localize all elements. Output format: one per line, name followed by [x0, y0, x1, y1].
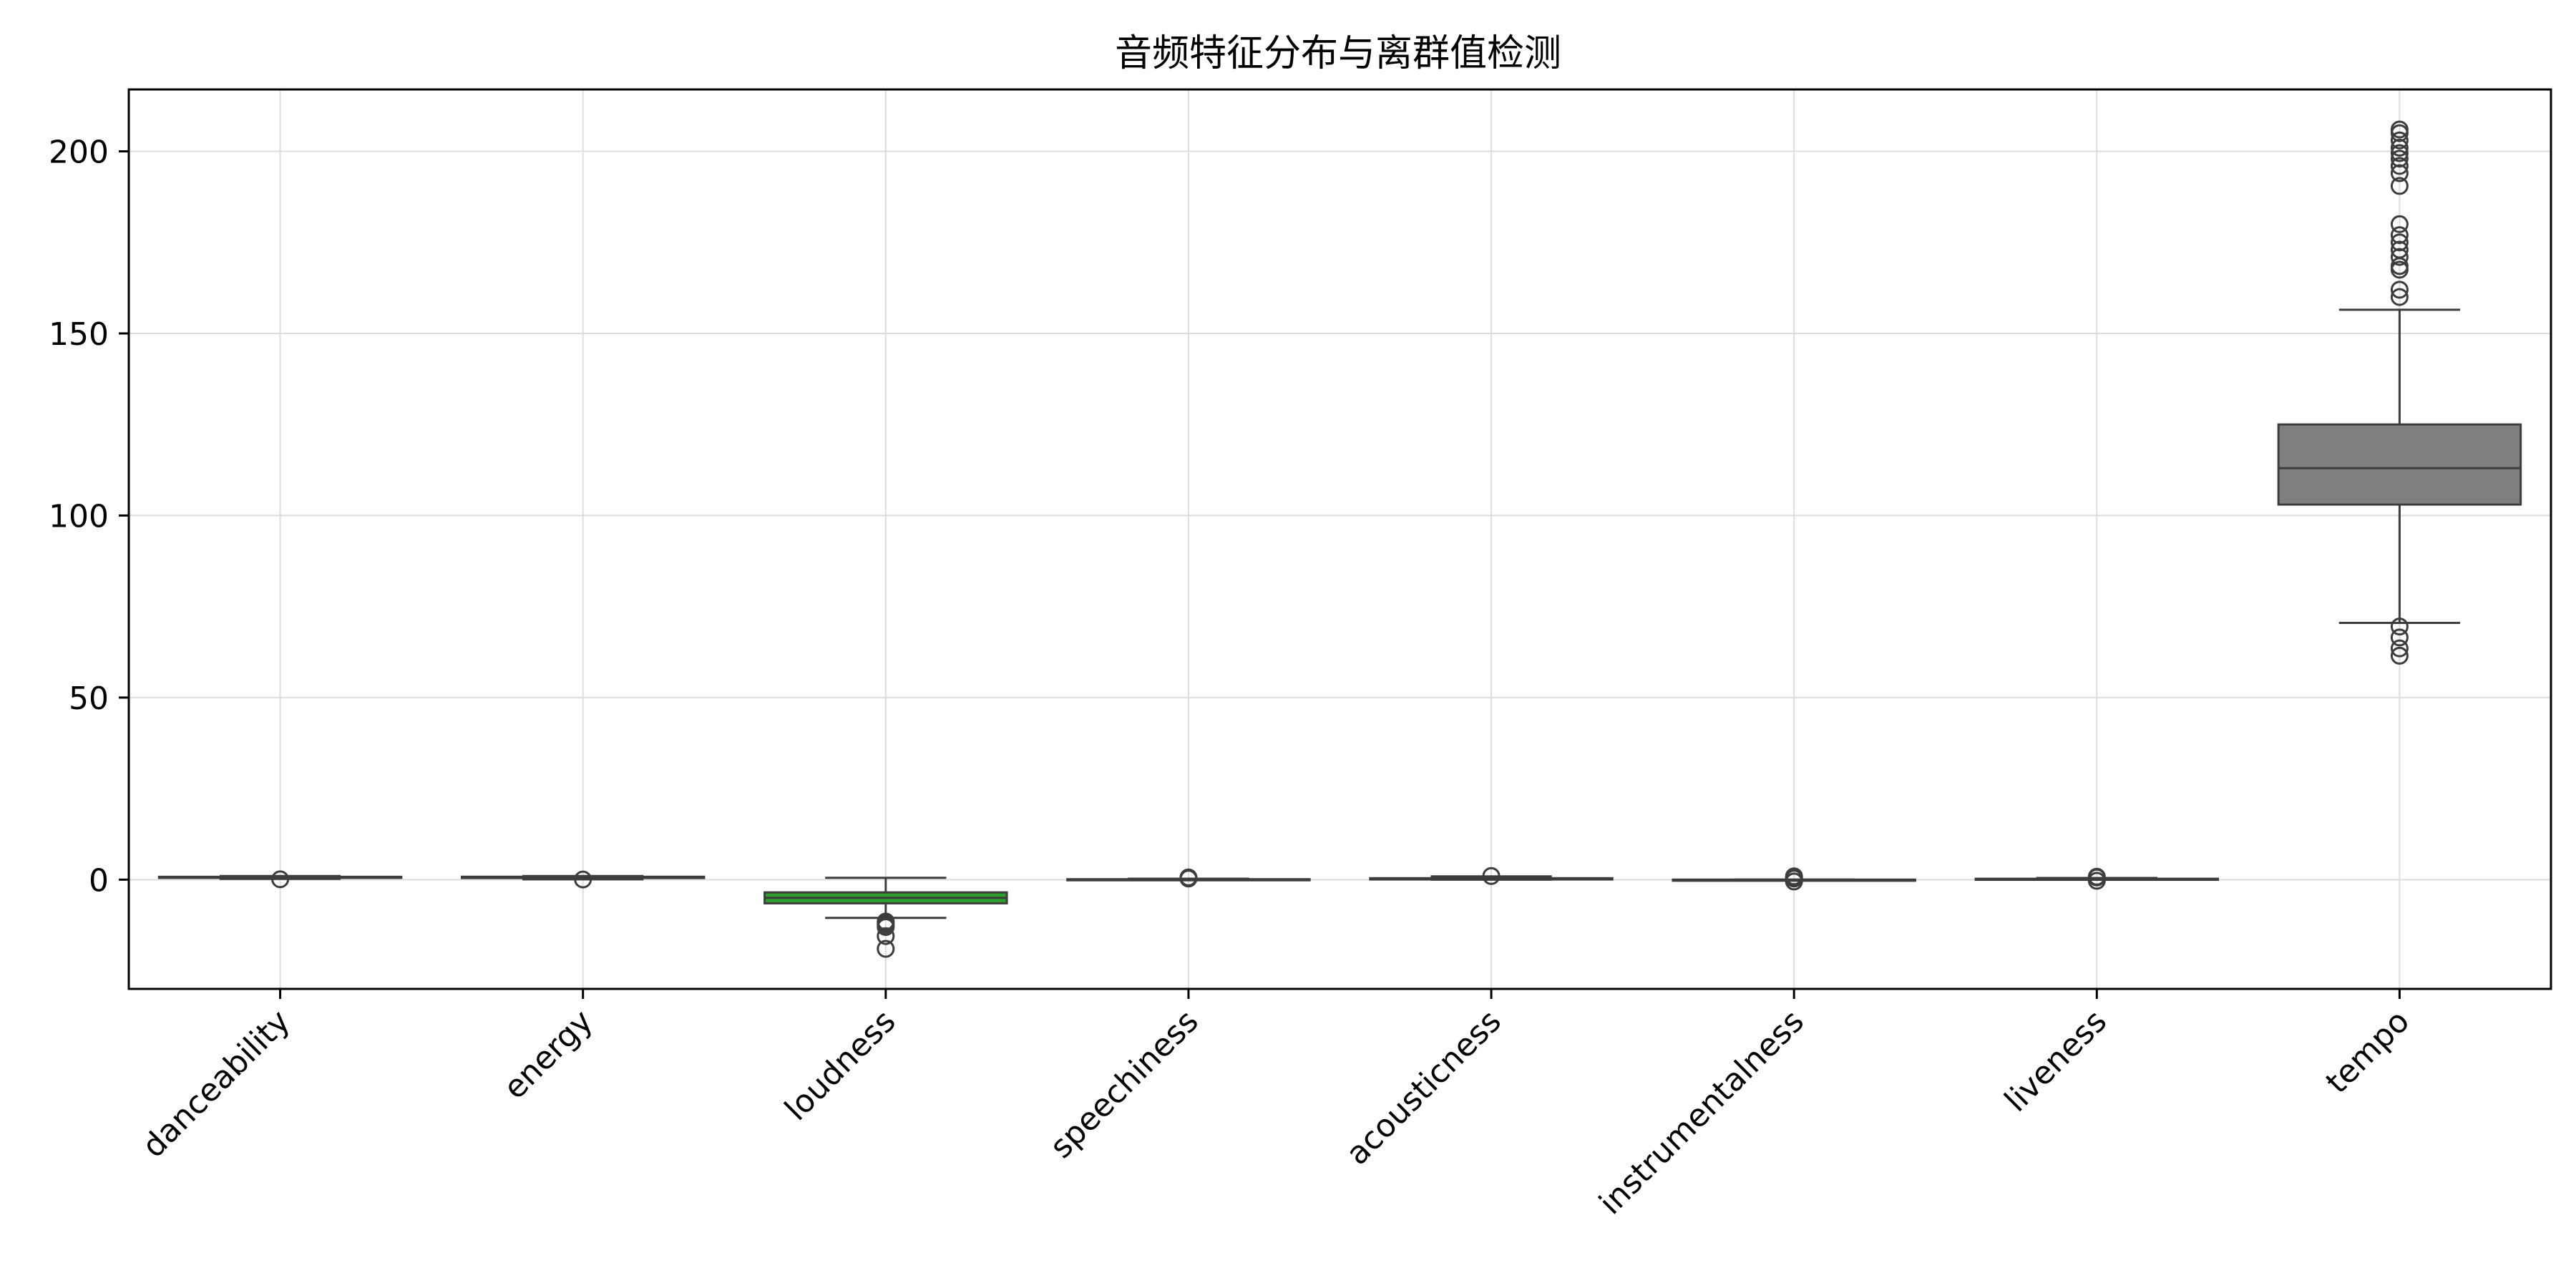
y-tick-label: 200 — [49, 135, 109, 171]
outlier-point — [877, 940, 895, 958]
box-acousticness — [1369, 867, 1614, 885]
outlier-point — [2390, 639, 2409, 658]
outlier-point — [2390, 233, 2409, 252]
box-loudness — [763, 877, 1008, 958]
axes: 0 50 100 150 200 danceability energy loudness sp… — [49, 88, 2552, 1222]
outlier-point — [2390, 215, 2409, 233]
x-tick-label-speechiness: speechiness — [1043, 1003, 1206, 1166]
outlier-point — [2390, 120, 2409, 139]
outlier-point — [1785, 872, 1803, 891]
outlier-point — [1785, 867, 1803, 886]
outlier-point — [2390, 144, 2409, 162]
x-tick-label-instrumentalness: instrumentalness — [1592, 1003, 1811, 1222]
x-tick-label-liveness: liveness — [1998, 1003, 2114, 1119]
box-instrumentalness — [1672, 867, 1916, 891]
outlier-point — [2390, 131, 2409, 150]
y-tick-label: 150 — [49, 316, 109, 353]
outlier-point — [1482, 867, 1501, 885]
outlier-point — [2390, 248, 2409, 266]
chart-title: 音频特征分布与离群值检测 — [1115, 32, 1561, 75]
y-tick-label: 100 — [49, 498, 109, 535]
x-tick-label-loudness: loudness — [778, 1003, 902, 1128]
outlier-point — [2390, 646, 2409, 665]
outlier-point — [2390, 150, 2409, 168]
x-tick-label-energy: energy — [497, 1003, 600, 1106]
outlier-point — [271, 870, 290, 889]
outlier-point — [2390, 138, 2409, 157]
outlier-point — [2390, 288, 2409, 306]
box-iqr — [2277, 423, 2522, 506]
outlier-point — [2390, 618, 2409, 636]
x-tick-label-tempo: tempo — [2319, 1003, 2417, 1101]
outlier-point — [2390, 157, 2409, 175]
outlier-point — [2390, 240, 2409, 259]
outlier-point — [2390, 628, 2409, 647]
box-energy — [460, 870, 706, 889]
box-danceability — [157, 870, 403, 889]
outlier-point — [2390, 164, 2409, 182]
grid-lines — [129, 89, 2551, 989]
outlier-point — [2390, 280, 2409, 299]
outlier-point — [574, 870, 592, 889]
box-speechiness — [1066, 868, 1311, 888]
outlier-point — [2390, 226, 2409, 245]
outlier-point — [2390, 177, 2409, 195]
outlier-point — [877, 917, 895, 936]
outlier-point — [2087, 872, 2106, 890]
box-liveness — [1974, 867, 2220, 890]
x-tick-label-acousticness: acousticness — [1339, 1003, 1508, 1172]
outlier-point — [1179, 868, 1198, 887]
x-tick-label-danceability: danceability — [135, 1003, 297, 1165]
outlier-point — [877, 927, 895, 945]
y-tick-label: 0 — [89, 862, 109, 899]
plot-frame — [127, 88, 2552, 990]
boxes-layer — [157, 120, 2522, 958]
box-tempo — [2277, 120, 2522, 665]
y-tick-label: 50 — [69, 680, 109, 717]
